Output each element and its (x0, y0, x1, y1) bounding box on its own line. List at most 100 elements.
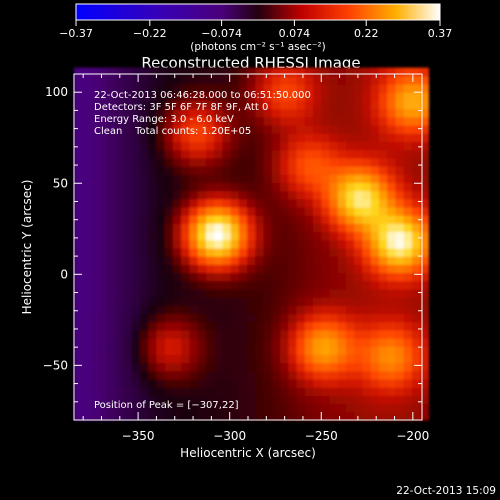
heatmap-pixel (271, 174, 281, 183)
heatmap-pixel (205, 92, 215, 101)
heatmap-pixel (74, 92, 83, 101)
heatmap-pixel (74, 149, 83, 159)
chart-title: Reconstructed RHESSI Image (141, 54, 360, 72)
heatmap-pixel (238, 157, 248, 167)
heatmap-pixel (172, 198, 182, 208)
heatmap-pixel (354, 67, 363, 77)
heatmap-pixel (411, 116, 421, 126)
heatmap-pixel (346, 215, 355, 224)
heatmap-pixel (197, 313, 207, 323)
heatmap-pixel (98, 84, 108, 93)
heatmap-pixel (255, 297, 265, 306)
heatmap-pixel (247, 379, 256, 388)
heatmap-pixel (387, 223, 396, 233)
heatmap-pixel (107, 321, 116, 331)
heatmap-pixel (139, 133, 149, 142)
heatmap-pixel (181, 141, 190, 151)
heatmap-pixel (98, 92, 108, 101)
heatmap-pixel (420, 100, 429, 110)
heatmap-pixel (172, 231, 182, 241)
heatmap-pixel (205, 256, 215, 265)
heatmap-pixel (98, 321, 108, 331)
heatmap-pixel (222, 321, 232, 331)
heatmap-pixel (296, 182, 306, 192)
heatmap-pixel (403, 190, 413, 200)
heatmap-pixel (172, 116, 182, 126)
heatmap-pixel (189, 75, 199, 85)
heatmap-pixel (164, 280, 174, 290)
heatmap-pixel (379, 338, 388, 347)
heatmap-pixel (255, 92, 265, 101)
heatmap-pixel (370, 272, 380, 282)
heatmap-pixel (222, 305, 232, 315)
heatmap-pixel (107, 198, 116, 208)
heatmap-pixel (189, 239, 199, 249)
heatmap-pixel (420, 329, 429, 339)
heatmap-pixel (181, 149, 190, 159)
heatmap-pixel (329, 272, 339, 282)
heatmap-pixel (131, 256, 141, 265)
heatmap-pixel (337, 206, 347, 216)
heatmap-pixel (222, 125, 232, 134)
heatmap-pixel (280, 100, 289, 110)
heatmap-pixel (337, 362, 347, 372)
heatmap-pixel (263, 84, 273, 93)
heatmap-pixel (296, 157, 306, 167)
heatmap-pixel (346, 133, 355, 142)
heatmap-pixel (214, 305, 223, 315)
heatmap-pixel (230, 387, 240, 396)
heatmap-pixel (395, 288, 405, 298)
heatmap-pixel (98, 379, 108, 388)
heatmap-pixel (115, 297, 124, 306)
heatmap-pixel (222, 174, 232, 183)
heatmap-pixel (205, 354, 215, 364)
heatmap-pixel (131, 280, 141, 290)
heatmap-pixel (313, 84, 322, 93)
heatmap-pixel (313, 411, 322, 421)
heatmap-pixel (238, 247, 248, 257)
heatmap-pixel (238, 75, 248, 85)
heatmap-pixel (263, 338, 273, 347)
heatmap-pixel (247, 338, 256, 347)
heatmap-pixel (403, 395, 413, 405)
heatmap-pixel (148, 125, 157, 134)
heatmap-pixel (197, 174, 207, 183)
heatmap-pixel (403, 108, 413, 118)
heatmap-pixel (205, 288, 215, 298)
heatmap-pixel (164, 206, 174, 216)
heatmap-pixel (379, 370, 388, 380)
heatmap-pixel (247, 370, 256, 380)
heatmap-pixel (222, 387, 232, 396)
heatmap-pixel (131, 223, 141, 233)
heatmap-pixel (238, 108, 248, 118)
heatmap-pixel (337, 297, 347, 306)
heatmap-pixel (107, 370, 116, 380)
heatmap-pixel (354, 305, 363, 315)
heatmap-pixel (172, 174, 182, 183)
heatmap-pixel (115, 75, 124, 85)
heatmap-pixel (354, 354, 363, 364)
heatmap-pixel (329, 166, 339, 175)
heatmap-pixel (387, 338, 396, 347)
heatmap-pixel (189, 346, 199, 355)
heatmap-pixel (354, 206, 363, 216)
heatmap-pixel (172, 264, 182, 274)
heatmap-pixel (354, 223, 363, 233)
heatmap-pixel (395, 92, 405, 101)
heatmap-pixel (411, 92, 421, 101)
heatmap-pixel (90, 297, 100, 306)
heatmap-pixel (222, 395, 232, 405)
heatmap-pixel (82, 403, 91, 413)
heatmap-pixel (222, 247, 232, 257)
heatmap-pixel (98, 264, 108, 274)
heatmap-pixel (255, 190, 265, 200)
heatmap-pixel (164, 157, 174, 167)
heatmap-pixel (420, 84, 429, 93)
heatmap-pixel (313, 346, 322, 355)
heatmap-pixel (280, 247, 289, 257)
heatmap-pixel (313, 256, 322, 265)
heatmap-pixel (123, 379, 133, 388)
heatmap-pixel (148, 92, 157, 101)
heatmap-pixel (82, 305, 91, 315)
heatmap-pixel (214, 321, 223, 331)
